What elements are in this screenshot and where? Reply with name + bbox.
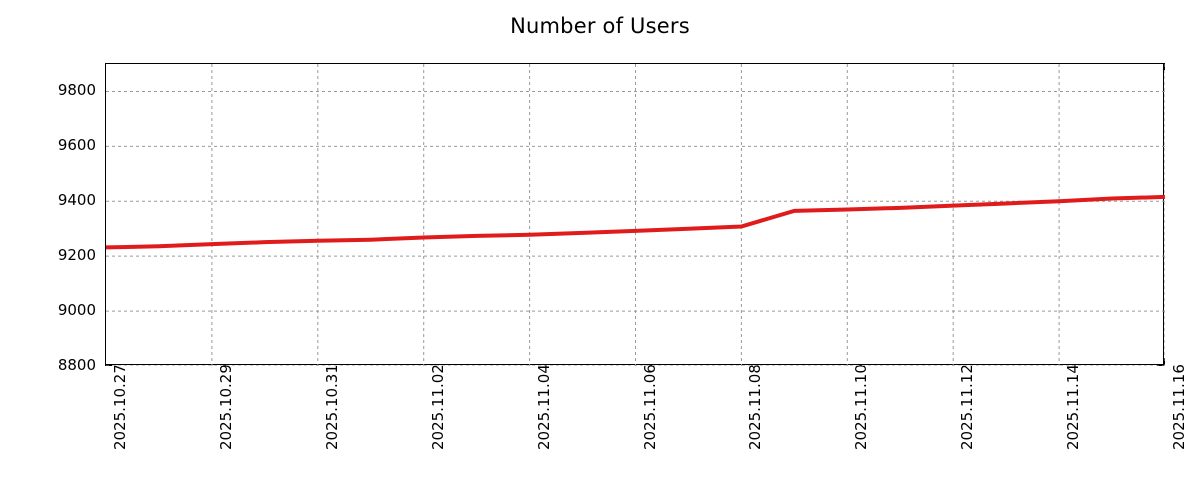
data-line-number-of-users (106, 194, 1165, 250)
x-axis-tick-label: 2025.11.04 (534, 364, 553, 450)
x-axis-tick-label: 2025.10.31 (322, 364, 341, 450)
x-axis-tick-label: 2025.11.08 (746, 364, 765, 450)
x-axis-tick-label: 2025.11.10 (852, 364, 871, 450)
x-axis-tick-label: 2025.11.12 (958, 364, 977, 450)
x-axis-tick-label: 2025.11.16 (1170, 364, 1188, 450)
y-axis-tick-label: 9000 (57, 301, 96, 320)
y-axis-tick-label: 8800 (57, 356, 96, 374)
x-axis-tick-label: 2025.11.06 (640, 364, 659, 450)
y-axis-tick-label: 9800 (57, 81, 96, 100)
y-axis-tick-mark-right (1157, 365, 1164, 366)
x-axis-tick-label: 2025.11.02 (428, 364, 447, 450)
chart-title: Number of Users (510, 14, 690, 38)
vertical-gridlines (211, 64, 1165, 366)
x-axis-tick-label: 2025.10.29 (216, 364, 235, 450)
plot-area (105, 63, 1165, 366)
plot-svg (106, 64, 1165, 366)
y-axis-tick-label: 9200 (57, 246, 96, 265)
y-axis-tick-label: 9600 (57, 136, 96, 155)
x-axis-tick-label: 2025.11.14 (1064, 364, 1083, 450)
y-axis-tick-label: 9400 (57, 191, 96, 210)
x-axis-major-tick-mark (1164, 358, 1165, 365)
x-axis-tick-label: 2025.10.27 (111, 364, 129, 450)
